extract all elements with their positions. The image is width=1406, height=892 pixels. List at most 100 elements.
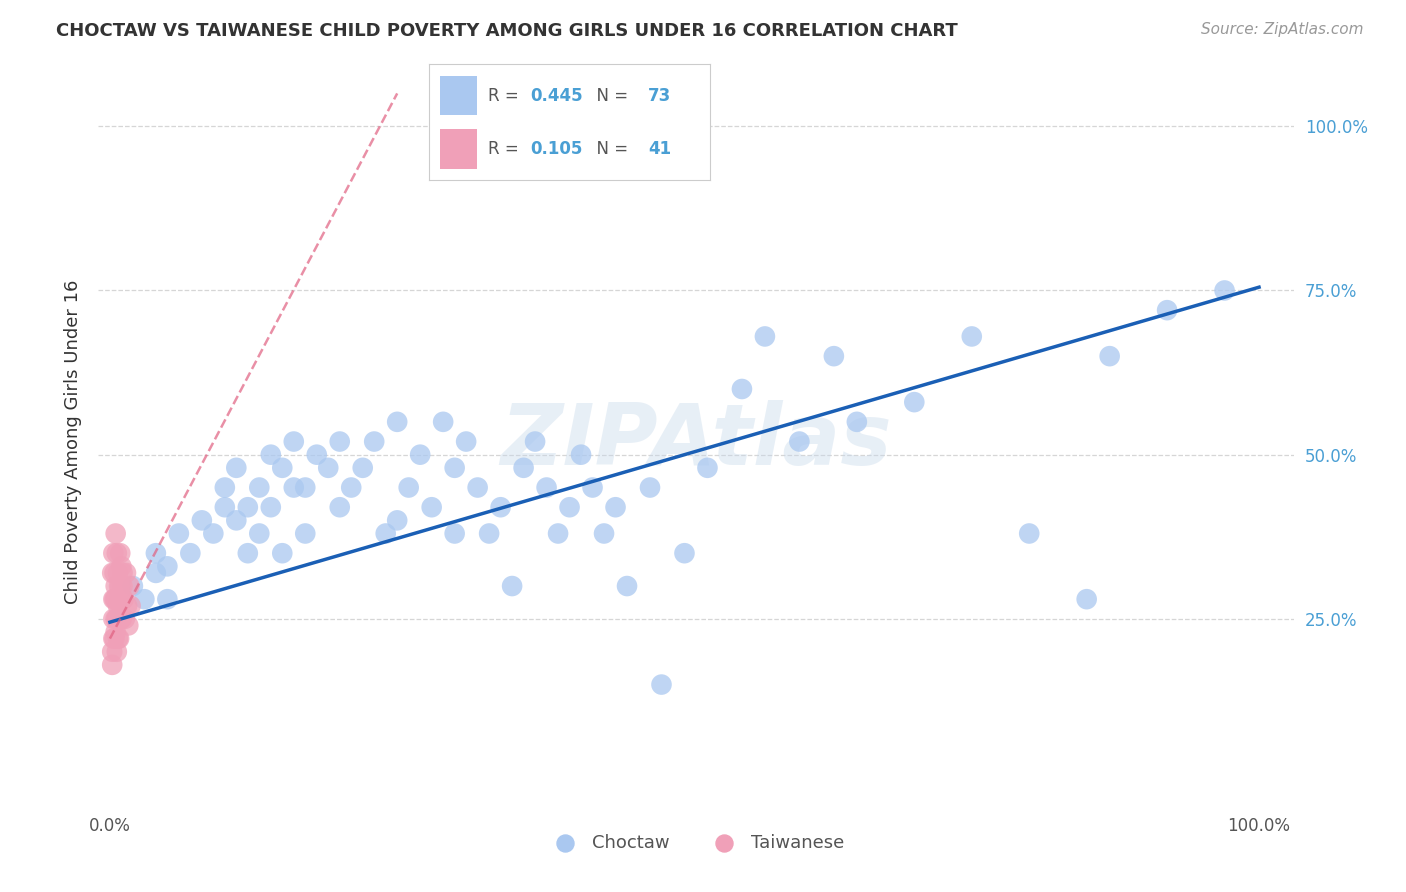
Point (214, 481, 236, 495)
Point (789, 434, 811, 449)
Point (283, 434, 305, 449)
Point (247, 481, 270, 495)
Text: 73: 73 (648, 87, 672, 104)
Point (489, 500, 512, 515)
Point (236, 546, 259, 560)
Point (111, 592, 134, 607)
Point (107, 566, 129, 580)
Point (104, 526, 127, 541)
Point (316, 460, 339, 475)
Point (103, 592, 125, 607)
Point (202, 526, 225, 541)
Point (111, 566, 134, 580)
Point (108, 579, 131, 593)
Point (107, 599, 129, 613)
Point (110, 579, 132, 593)
Text: R =: R = (488, 140, 524, 158)
Point (103, 632, 125, 646)
Point (107, 632, 129, 646)
Text: CHOCTAW VS TAIWANESE CHILD POVERTY AMONG GIRLS UNDER 16 CORRELATION CHART: CHOCTAW VS TAIWANESE CHILD POVERTY AMONG… (56, 22, 957, 40)
Point (225, 460, 247, 475)
Point (374, 526, 396, 541)
Point (105, 612, 128, 626)
Text: N =: N = (586, 87, 634, 104)
Point (103, 612, 125, 626)
Point (547, 526, 569, 541)
Point (108, 592, 131, 607)
Point (134, 592, 156, 607)
Point (363, 434, 385, 449)
Point (260, 448, 283, 462)
Legend: Choctaw, Taiwanese: Choctaw, Taiwanese (540, 826, 852, 859)
Point (456, 434, 478, 449)
Point (581, 481, 603, 495)
Point (420, 500, 443, 515)
Point (754, 329, 776, 343)
Point (569, 448, 592, 462)
Point (110, 612, 132, 626)
Text: 0.105: 0.105 (530, 140, 582, 158)
Point (112, 592, 135, 607)
Point (443, 460, 465, 475)
Point (104, 592, 127, 607)
Point (103, 592, 125, 607)
Point (101, 645, 124, 659)
Point (305, 448, 328, 462)
Point (1018, 526, 1040, 541)
Point (225, 513, 247, 527)
Point (114, 612, 136, 626)
Point (696, 460, 718, 475)
Point (260, 500, 283, 515)
Point (104, 579, 127, 593)
Point (110, 592, 132, 607)
Point (593, 526, 616, 541)
Point (329, 500, 352, 515)
Point (271, 460, 294, 475)
Point (501, 579, 523, 593)
Point (118, 579, 141, 593)
Point (524, 434, 547, 449)
Point (294, 481, 316, 495)
Point (103, 546, 125, 560)
Point (329, 434, 352, 449)
Text: Source: ZipAtlas.com: Source: ZipAtlas.com (1201, 22, 1364, 37)
Point (558, 500, 581, 515)
Point (103, 566, 125, 580)
Point (111, 579, 134, 593)
Point (110, 612, 132, 626)
Point (271, 546, 294, 560)
Point (467, 481, 489, 495)
Point (110, 546, 132, 560)
Text: ZIPAtlas: ZIPAtlas (501, 400, 891, 483)
Point (650, 677, 672, 691)
Text: 0.445: 0.445 (530, 87, 582, 104)
Point (101, 657, 124, 672)
Point (105, 645, 128, 659)
Point (115, 566, 138, 580)
Point (385, 513, 409, 527)
FancyBboxPatch shape (440, 129, 477, 169)
FancyBboxPatch shape (440, 76, 477, 115)
Point (214, 500, 236, 515)
Point (108, 632, 131, 646)
Point (960, 329, 983, 343)
Point (115, 599, 138, 613)
Point (731, 382, 754, 396)
Point (191, 513, 214, 527)
Point (1156, 303, 1178, 318)
Point (236, 500, 259, 515)
Point (156, 592, 179, 607)
Point (1098, 349, 1121, 363)
Point (478, 526, 501, 541)
Point (110, 559, 132, 574)
Point (638, 481, 661, 495)
Point (167, 526, 190, 541)
Point (105, 546, 128, 560)
Point (156, 559, 179, 574)
Point (103, 632, 125, 646)
Point (903, 395, 925, 409)
Point (352, 460, 374, 475)
Point (845, 415, 868, 429)
Point (122, 579, 145, 593)
Point (179, 546, 201, 560)
